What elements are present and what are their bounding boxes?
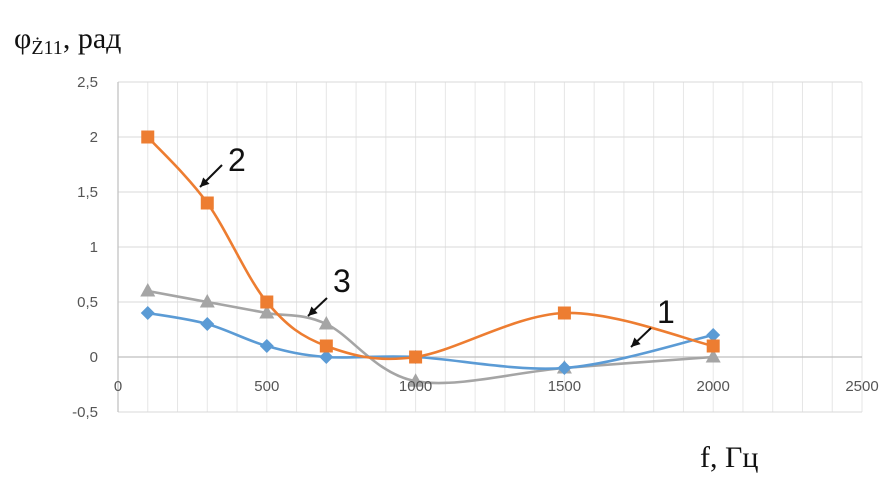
series-1-point <box>200 317 215 331</box>
y-axis-label-subscript: Ż11 <box>31 36 62 59</box>
series-layer <box>140 130 721 387</box>
series-1 <box>140 306 721 375</box>
x-axis-label: f, Гц <box>700 441 758 474</box>
y-tick-label: 2 <box>90 129 98 146</box>
series-1-point <box>706 328 721 342</box>
series-2-point <box>260 295 274 309</box>
x-tick-label: 1500 <box>548 378 581 395</box>
series-3-line <box>147 289 714 385</box>
series-1-point <box>259 339 274 353</box>
series-3-point <box>408 373 424 387</box>
annotations: 1 2 3 <box>199 142 675 348</box>
series-2-point <box>141 130 155 144</box>
y-tick-label: -0,5 <box>72 404 98 421</box>
y-tick-label: 0 <box>90 349 98 366</box>
y-axis-label: φŻ11, рад <box>14 22 121 59</box>
series-3-point <box>705 349 721 363</box>
series-2-point <box>200 196 214 210</box>
series-3-point <box>140 283 156 297</box>
annotation-arrow-1-head <box>631 337 641 347</box>
x-tick-label: 1000 <box>399 378 432 395</box>
series-3 <box>140 283 721 387</box>
y-axis-label-symbol: φ <box>14 22 31 55</box>
series-2 <box>141 130 720 364</box>
series-2-point <box>706 339 720 353</box>
series-3-point <box>259 305 275 319</box>
y-tick-label: 0,5 <box>77 294 98 311</box>
series-3-point <box>318 316 334 330</box>
series-1-point <box>319 350 334 364</box>
y-tick-label: 2,5 <box>77 74 98 91</box>
series-1-point <box>557 361 572 375</box>
x-tick-label: 2000 <box>697 378 730 395</box>
annotation-arrow-2-head <box>200 177 210 187</box>
y-axis-label-unit: , рад <box>63 22 122 55</box>
annotation-label-2: 2 <box>228 142 246 178</box>
grid <box>117 81 863 413</box>
annotation-label-3: 3 <box>333 263 351 299</box>
y-tick-label: 1 <box>90 239 98 256</box>
series-2-point <box>557 306 571 320</box>
series-2-point <box>409 350 423 364</box>
annotation-arrow-3-head <box>308 306 318 316</box>
x-tick-label: 0 <box>114 378 122 395</box>
y-tick-label: 1,5 <box>77 184 98 201</box>
series-2-point <box>319 339 333 353</box>
axes <box>117 82 862 412</box>
x-tick-label: 2500 <box>845 378 878 395</box>
series-1-point <box>140 306 155 320</box>
series-3-point <box>199 294 215 308</box>
x-tick-label: 500 <box>254 378 279 395</box>
annotation-label-1: 1 <box>657 294 675 330</box>
tick-labels: 0 500 1000 1500 2000 2500 -0,5 0 0,5 1 1,5 2 2,5 <box>72 74 879 421</box>
